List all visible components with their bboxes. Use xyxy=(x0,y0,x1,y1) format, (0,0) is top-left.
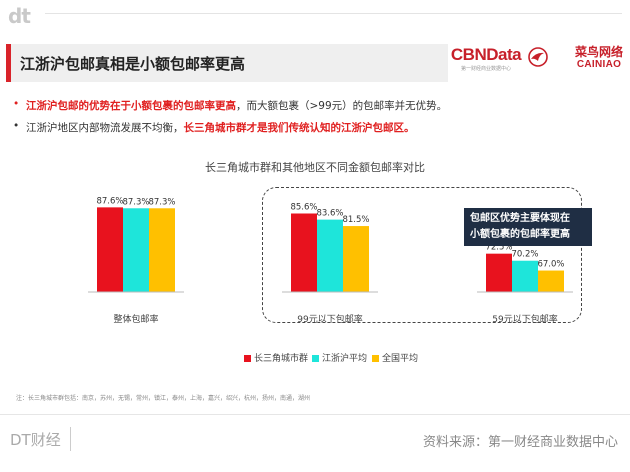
legend-swatch-1 xyxy=(312,355,319,362)
data-label-2-1: 70.2% xyxy=(511,250,538,260)
legend-item-2: 全国平均 xyxy=(372,351,418,364)
chart-title: 长三角城市群和其他地区不同金额包邮率对比 xyxy=(205,161,425,174)
footnote: 注：长三角城市群包括：南京，苏州，无锡，常州，镇江，泰州，上海，嘉兴，绍兴，杭州… xyxy=(16,395,311,402)
bullet-1-highlight: 江浙沪包邮的优势在于小额包裹的包邮率更高 xyxy=(26,100,236,112)
data-label-0-0: 87.6% xyxy=(96,196,123,206)
legend-label-2: 全国平均 xyxy=(382,354,419,364)
bullet-2-text: 江浙沪地区内部物流发展不均衡， xyxy=(26,122,184,134)
data-label-1-1: 83.6% xyxy=(316,209,343,219)
legend-swatch-0 xyxy=(244,355,251,362)
cbndata-subtitle: 第一财经商业数据中心 xyxy=(460,66,511,72)
cainiao-logo: 菜鸟网络 CAINIAO xyxy=(575,45,623,70)
bar-0-0 xyxy=(97,207,123,292)
bar-2-0 xyxy=(486,253,512,292)
cbndata-name: CBNData xyxy=(450,45,522,64)
data-label-1-0: 85.6% xyxy=(290,202,317,212)
bar-1-1 xyxy=(317,219,343,292)
bar-2-2 xyxy=(538,270,564,292)
footer-source: 资料来源：第一财经商业数据中心 xyxy=(422,435,618,450)
bullet-dot: • xyxy=(13,120,20,132)
data-label-0-2: 87.3% xyxy=(148,197,175,207)
data-label-1-2: 81.5% xyxy=(342,215,369,225)
cbndata-logo: CBNData 第一财经商业数据中心 xyxy=(447,46,525,72)
data-label-2-0: 72.5% xyxy=(485,243,512,253)
bullet-1-text: ，而大额包裹（>99元）的包邮率并无优势。 xyxy=(236,100,448,112)
bar-1-0 xyxy=(291,213,317,292)
category-label-0: 整体包邮率 xyxy=(113,313,158,325)
category-label-2: 59元以下包邮率 xyxy=(492,313,557,325)
callout-line-2: 小额包裹的包邮率更高 xyxy=(470,229,570,240)
title-accent-bar xyxy=(6,44,11,82)
legend-item-0: 长三角城市群 xyxy=(244,351,308,364)
page-title: 江浙沪包邮真相是小额包邮率更高 xyxy=(20,55,246,73)
footer-separator xyxy=(70,427,71,451)
category-label-1: 99元以下包邮率 xyxy=(297,313,362,325)
data-label-0-1: 87.3% xyxy=(122,197,149,207)
title-bar xyxy=(6,44,448,82)
bar-0-1 xyxy=(123,208,149,292)
cainiao-cn-name: 菜鸟网络 xyxy=(575,45,624,59)
legend-label-1: 江浙沪平均 xyxy=(322,354,368,364)
highlight-dashed-box xyxy=(262,187,582,323)
legend-swatch-2 xyxy=(372,355,379,362)
dt-logo: dt xyxy=(8,4,31,28)
callout-line-1: 包邮区优势主要体现在 xyxy=(470,213,570,224)
footer-logo: DT财经 xyxy=(10,431,61,449)
callout-box: 包邮区优势主要体现在 小额包裹的包邮率更高 xyxy=(464,208,592,246)
bullet-1: • 江浙沪包邮的优势在于小额包裹的包邮率更高，而大额包裹（>99元）的包邮率并无优… xyxy=(13,98,448,113)
footer-divider xyxy=(0,414,630,415)
legend-item-1: 江浙沪平均 xyxy=(312,351,367,364)
cainiao-en-name: CAINIAO xyxy=(576,59,622,70)
bullet-2-highlight: 长三角城市群才是我们传统认知的江浙沪包邮区。 xyxy=(183,122,415,134)
legend-label-0: 长三角城市群 xyxy=(254,354,309,364)
bar-0-2 xyxy=(149,208,175,292)
bullet-2: • 江浙沪地区内部物流发展不均衡，长三角城市群才是我们传统认知的江浙沪包邮区。 xyxy=(13,120,415,135)
bar-2-1 xyxy=(512,260,538,292)
data-label-2-2: 67.0% xyxy=(537,260,564,270)
cainiao-bird-icon xyxy=(528,47,548,67)
bullet-dot: • xyxy=(13,98,20,110)
top-divider xyxy=(45,13,622,14)
bar-1-2 xyxy=(343,226,369,292)
